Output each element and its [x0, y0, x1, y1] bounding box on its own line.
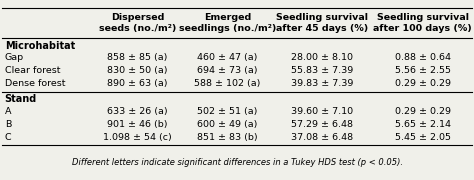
Text: seedlings (no./m²): seedlings (no./m²)	[179, 24, 276, 33]
Text: B: B	[5, 120, 11, 129]
Text: 37.08 ± 6.48: 37.08 ± 6.48	[291, 133, 354, 142]
Text: 1.098 ± 54 (c): 1.098 ± 54 (c)	[103, 133, 172, 142]
Text: 5.65 ± 2.14: 5.65 ± 2.14	[395, 120, 451, 129]
Text: 858 ± 85 (a): 858 ± 85 (a)	[107, 53, 168, 62]
Text: Different letters indicate significant differences in a Tukey HDS test (p < 0.05: Different letters indicate significant d…	[72, 158, 402, 167]
Text: 588 ± 102 (a): 588 ± 102 (a)	[194, 79, 261, 88]
Text: seeds (no./m²): seeds (no./m²)	[99, 24, 176, 33]
Text: 28.00 ± 8.10: 28.00 ± 8.10	[292, 53, 353, 62]
Text: 830 ± 50 (a): 830 ± 50 (a)	[107, 66, 168, 75]
Text: 5.45 ± 2.05: 5.45 ± 2.05	[395, 133, 451, 142]
Text: 5.56 ± 2.55: 5.56 ± 2.55	[395, 66, 451, 75]
Text: Emerged: Emerged	[204, 14, 251, 22]
Text: 39.83 ± 7.39: 39.83 ± 7.39	[291, 79, 354, 88]
Text: 901 ± 46 (b): 901 ± 46 (b)	[107, 120, 168, 129]
Text: after 45 days (%): after 45 days (%)	[276, 24, 368, 33]
Text: 633 ± 26 (a): 633 ± 26 (a)	[107, 107, 168, 116]
Text: Dispersed: Dispersed	[111, 14, 164, 22]
Text: A: A	[5, 107, 11, 116]
Text: 0.29 ± 0.29: 0.29 ± 0.29	[395, 79, 451, 88]
Text: 0.88 ± 0.64: 0.88 ± 0.64	[395, 53, 451, 62]
Text: 39.60 ± 7.10: 39.60 ± 7.10	[291, 107, 354, 116]
Text: 0.29 ± 0.29: 0.29 ± 0.29	[395, 107, 451, 116]
Text: 55.83 ± 7.39: 55.83 ± 7.39	[291, 66, 354, 75]
Text: Clear forest: Clear forest	[5, 66, 60, 75]
Text: 851 ± 83 (b): 851 ± 83 (b)	[197, 133, 258, 142]
Text: Seedling survival: Seedling survival	[276, 14, 368, 22]
Text: 57.29 ± 6.48: 57.29 ± 6.48	[292, 120, 353, 129]
Text: after 100 days (%): after 100 days (%)	[374, 24, 472, 33]
Text: 890 ± 63 (a): 890 ± 63 (a)	[107, 79, 168, 88]
Text: 502 ± 51 (a): 502 ± 51 (a)	[197, 107, 258, 116]
Text: 600 ± 49 (a): 600 ± 49 (a)	[197, 120, 258, 129]
Text: Stand: Stand	[5, 94, 37, 104]
Text: Seedling survival: Seedling survival	[377, 14, 469, 22]
Text: 694 ± 73 (a): 694 ± 73 (a)	[197, 66, 258, 75]
Text: Dense forest: Dense forest	[5, 79, 65, 88]
Text: C: C	[5, 133, 11, 142]
Text: Gap: Gap	[5, 53, 24, 62]
Text: Microhabitat: Microhabitat	[5, 41, 75, 51]
Text: 460 ± 47 (a): 460 ± 47 (a)	[197, 53, 258, 62]
